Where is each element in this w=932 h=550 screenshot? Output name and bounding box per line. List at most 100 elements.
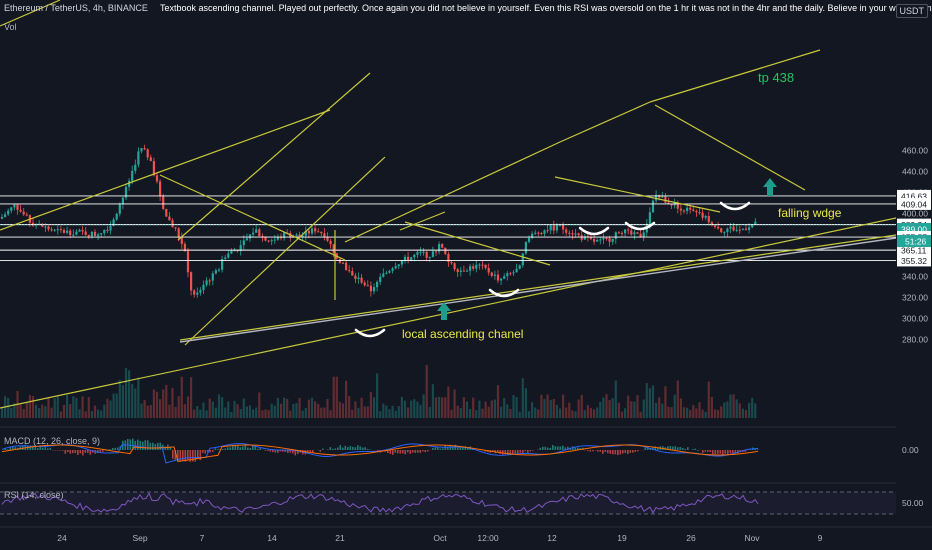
volume-bar [230, 411, 233, 418]
volume-label[interactable]: Vol [4, 22, 17, 32]
volume-bar [134, 388, 137, 418]
candle-body [230, 250, 233, 254]
candle-body [438, 244, 441, 252]
symbol-title[interactable]: Ethereum / TetherUS, 4h, BINANCE [4, 3, 148, 13]
macd-histogram-bar [222, 448, 224, 450]
candle-body [655, 194, 658, 201]
candle-body [692, 209, 695, 211]
volume-bar [611, 398, 614, 418]
macd-histogram-bar [149, 442, 152, 450]
candle-body [276, 236, 279, 240]
time-tick-label: 7 [200, 533, 205, 543]
trendline [554, 176, 721, 213]
macd-histogram-bar [502, 450, 504, 455]
volume-bar [633, 401, 636, 418]
candle-body [273, 239, 276, 241]
macd-histogram-bar [334, 448, 337, 450]
price-tick-label: 460.00 [902, 145, 928, 155]
candle-body [174, 227, 177, 229]
candle-body [642, 232, 645, 238]
volume-bar [338, 401, 341, 418]
rsi-label[interactable]: RSI (14, close) [4, 490, 64, 500]
macd-histogram-bar [174, 450, 177, 460]
macd-histogram-bar [232, 446, 234, 450]
macd-histogram-bar [239, 447, 242, 450]
candle-body [341, 262, 345, 264]
volume-bar [720, 406, 723, 418]
volume-bar [233, 400, 236, 418]
countdown-tag [897, 234, 931, 247]
candle-body [695, 210, 698, 213]
volume-bar [487, 406, 490, 418]
macd-histogram-bar [12, 446, 14, 450]
volume-bar [121, 385, 124, 418]
candle-body [301, 235, 304, 237]
candle-body [307, 230, 310, 234]
macd-histogram-bar [497, 450, 499, 453]
macd-label[interactable]: MACD (12, 26, close, 9) [4, 436, 101, 446]
time-axis[interactable]: 24 Sep 7 14 21 Oct 12:00 12 19 26 Nov 9 [0, 526, 932, 543]
volume-bar [459, 408, 462, 418]
candle-body [255, 229, 258, 233]
macd-histogram-bar [227, 447, 229, 450]
macd-histogram-bar [647, 447, 649, 450]
volume-bar [593, 409, 596, 418]
candle-body [121, 197, 124, 205]
price-tick-label: 340.00 [902, 272, 928, 282]
candle-body [115, 213, 118, 220]
candle-body [481, 264, 484, 266]
macd-histogram-bar [709, 450, 712, 453]
macd-histogram-bar [122, 440, 124, 450]
candle-body [317, 231, 320, 233]
volume-bar [50, 407, 53, 418]
candle-body [143, 148, 146, 150]
signal-line [1, 444, 759, 462]
macd-histogram-bar [264, 450, 267, 451]
volume-bar [664, 386, 667, 418]
macd-histogram-bar [364, 447, 367, 450]
currency-badge[interactable]: USDT [895, 4, 928, 18]
candle-body [738, 229, 741, 231]
candle-body [748, 227, 751, 230]
macd-histogram-bar [397, 450, 399, 454]
volume-bar [180, 376, 183, 418]
chart-header: Ethereum / TetherUS, 4h, BINANCE [4, 3, 148, 13]
macd-histogram-bar [457, 447, 459, 450]
volume-bar [369, 392, 372, 418]
volume-bar [255, 407, 258, 418]
macd-histogram-bar [257, 448, 259, 450]
macd-histogram-bar [539, 447, 542, 450]
volume-bar [490, 400, 493, 418]
volume-bar [366, 406, 369, 418]
price-tick-label: 300.00 [902, 314, 928, 324]
trendline [649, 49, 821, 103]
level-tag-label: 409.04 [901, 199, 927, 209]
macd-histogram-bar [367, 449, 369, 450]
volume-bar [159, 399, 162, 418]
macd-histogram-bar [579, 448, 582, 450]
volume-bar [90, 411, 93, 418]
volume-bar [78, 409, 81, 418]
price-axis[interactable]: 280.00300.00320.00340.00360.00380.00400.… [896, 0, 932, 550]
macd-histogram-bar [312, 450, 314, 454]
volume-bar [314, 401, 317, 418]
idea-note: Textbook ascending channel. Played out p… [160, 3, 932, 13]
volume-bar [171, 387, 174, 418]
macd-histogram-bar [49, 447, 52, 450]
volume-bar [602, 397, 605, 418]
volume-bar [174, 406, 177, 418]
volume-bar [710, 396, 713, 418]
macd-histogram-bar [112, 448, 114, 450]
candle-body [267, 240, 270, 242]
volume-bar [565, 407, 568, 418]
macd-histogram-bar [692, 449, 694, 450]
macd-histogram-bar [32, 445, 34, 450]
volume-bar [38, 407, 41, 418]
volume-bar [143, 399, 146, 418]
macd-histogram-bar [612, 450, 614, 455]
candle-body [372, 287, 376, 292]
candle-body [602, 238, 605, 240]
macd-histogram-bar [732, 450, 734, 454]
candle-body [233, 250, 236, 252]
